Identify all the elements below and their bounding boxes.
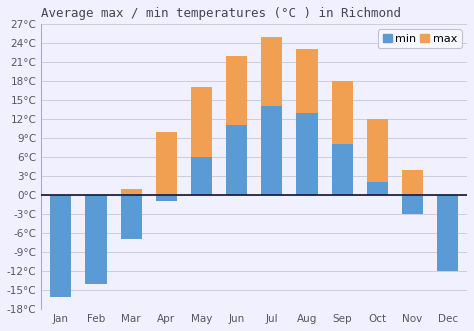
Bar [437,195,458,201]
Bar [191,87,212,195]
Bar [261,36,283,195]
Legend: min, max: min, max [378,29,462,48]
Bar [332,81,353,195]
Bar [437,195,458,271]
Bar [402,170,423,195]
Bar [261,106,283,195]
Bar [367,119,388,195]
Bar [50,195,71,297]
Bar [156,195,177,201]
Bar [120,195,142,239]
Text: Average max / min temperatures (°C ) in Richmond: Average max / min temperatures (°C ) in … [41,7,401,20]
Bar [120,189,142,195]
Bar [296,113,318,195]
Bar [50,195,71,227]
Bar [226,125,247,195]
Bar [296,49,318,195]
Bar [367,182,388,195]
Bar [156,132,177,195]
Bar [226,56,247,195]
Bar [85,195,107,284]
Bar [402,195,423,214]
Bar [191,157,212,195]
Bar [332,144,353,195]
Bar [85,195,107,220]
